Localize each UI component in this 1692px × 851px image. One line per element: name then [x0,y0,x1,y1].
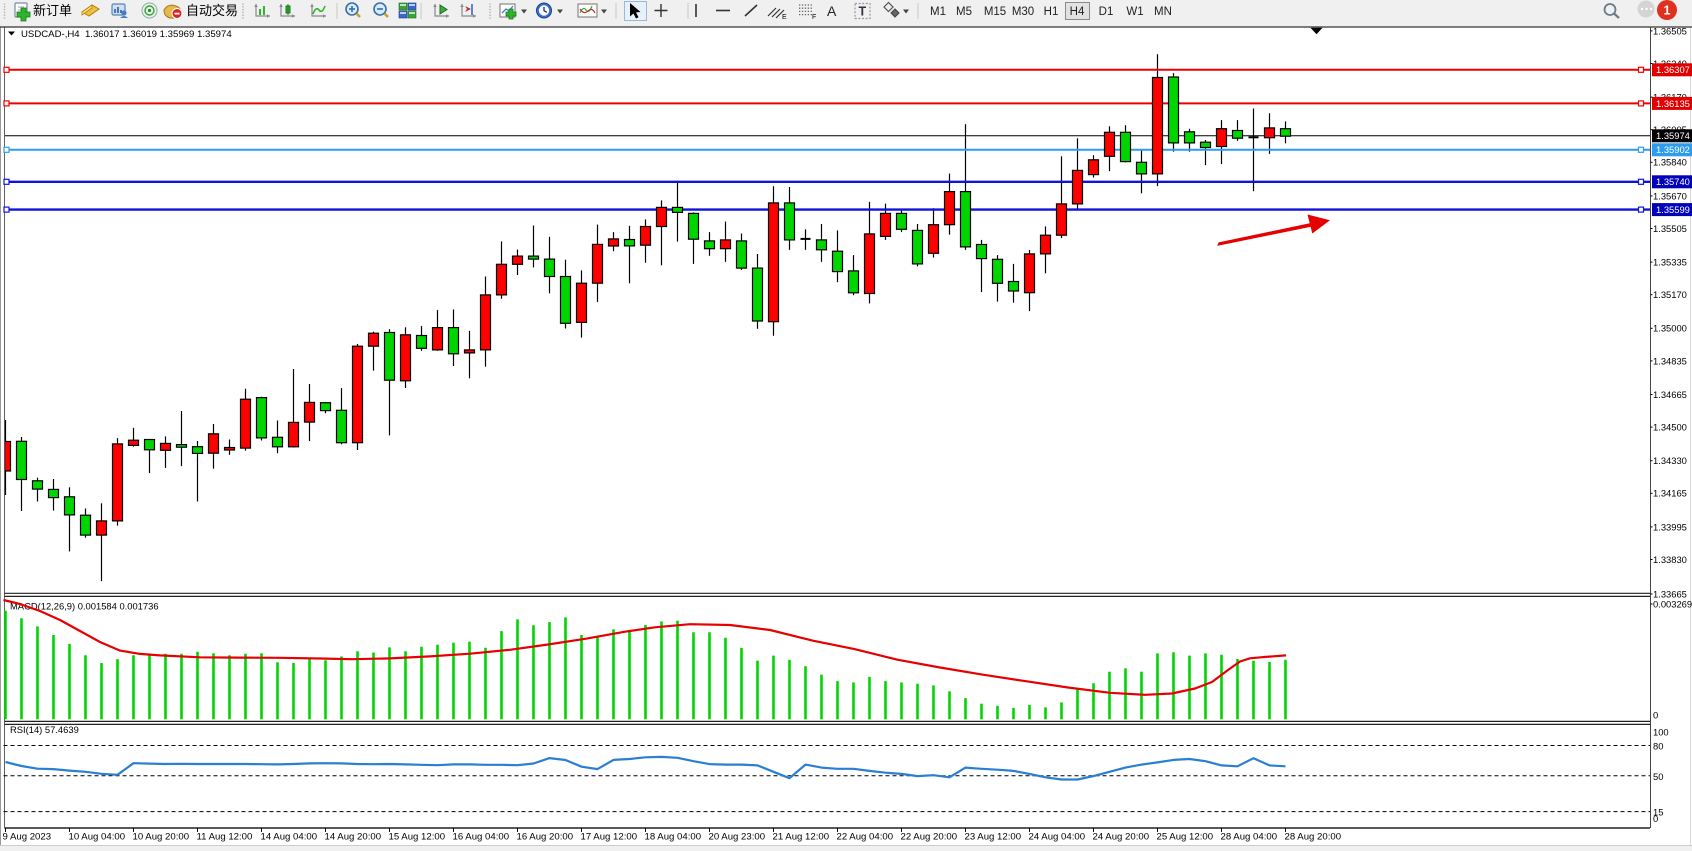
svg-text:E: E [782,14,787,21]
svg-text:1.34835: 1.34835 [1653,355,1687,366]
svg-text:24 Aug 20:00: 24 Aug 20:00 [1093,832,1150,843]
svg-text:9 Aug 2023: 9 Aug 2023 [3,832,52,843]
svg-text:1.34330: 1.34330 [1653,455,1687,466]
svg-text:1.35902: 1.35902 [1656,144,1690,155]
svg-text:M5: M5 [956,6,972,18]
svg-text:M1: M1 [930,6,946,18]
svg-text:1.35599: 1.35599 [1656,204,1690,215]
svg-text:22 Aug 04:00: 22 Aug 04:00 [837,832,894,843]
svg-text:M30: M30 [1012,6,1034,18]
svg-text:28 Aug 20:00: 28 Aug 20:00 [1285,832,1342,843]
svg-text:1.35000: 1.35000 [1653,323,1687,334]
svg-text:1.33830: 1.33830 [1653,554,1687,565]
svg-text:H4: H4 [1070,6,1085,18]
svg-text:1.33995: 1.33995 [1653,521,1687,532]
svg-text:1.35335: 1.35335 [1653,257,1687,268]
svg-text:1.34665: 1.34665 [1653,389,1687,400]
svg-text:1.35505: 1.35505 [1653,223,1687,234]
svg-text:D1: D1 [1099,6,1114,18]
svg-text:50: 50 [1653,771,1663,782]
svg-text:11 Aug 12:00: 11 Aug 12:00 [197,832,253,843]
svg-text:W1: W1 [1126,6,1143,18]
svg-text:1.34165: 1.34165 [1653,488,1687,499]
svg-text:80: 80 [1653,741,1663,752]
svg-text:1.34500: 1.34500 [1653,422,1687,433]
svg-text:25 Aug 12:00: 25 Aug 12:00 [1157,832,1214,843]
svg-text:MACD(12,26,9) 0.001584 0.00173: MACD(12,26,9) 0.001584 0.001736 [10,601,159,612]
svg-text:21 Aug 12:00: 21 Aug 12:00 [773,832,830,843]
svg-text:24 Aug 04:00: 24 Aug 04:00 [1029,832,1086,843]
svg-text:0: 0 [1653,709,1658,720]
svg-text:16 Aug 04:00: 16 Aug 04:00 [453,832,510,843]
svg-text:1.35840: 1.35840 [1653,157,1687,168]
svg-text:18 Aug 04:00: 18 Aug 04:00 [645,832,702,843]
svg-text:1.36135: 1.36135 [1656,98,1690,109]
svg-text:14 Aug 20:00: 14 Aug 20:00 [325,832,382,843]
svg-text:1.35670: 1.35670 [1653,190,1687,201]
svg-text:1.35740: 1.35740 [1656,176,1690,187]
svg-text:0.003269: 0.003269 [1653,599,1692,610]
svg-text:1.36505: 1.36505 [1653,25,1687,36]
svg-text:MN: MN [1154,6,1172,18]
svg-text:0: 0 [1653,813,1658,824]
svg-text:1.33665: 1.33665 [1653,588,1687,599]
svg-text:F: F [812,14,816,21]
svg-text:M15: M15 [984,6,1006,18]
svg-text:A: A [827,3,837,19]
svg-text:22 Aug 20:00: 22 Aug 20:00 [901,832,958,843]
svg-text:100: 100 [1653,726,1669,737]
svg-text:17 Aug 12:00: 17 Aug 12:00 [581,832,638,843]
svg-text:1.36307: 1.36307 [1656,64,1690,75]
svg-text:23 Aug 12:00: 23 Aug 12:00 [965,832,1022,843]
svg-text:1.35974: 1.35974 [1656,130,1690,141]
svg-text:20 Aug 23:00: 20 Aug 23:00 [709,832,766,843]
svg-text:自动交易: 自动交易 [186,3,238,18]
svg-text:T: T [859,5,867,19]
svg-text:28 Aug 04:00: 28 Aug 04:00 [1221,832,1278,843]
svg-text:15: 15 [1653,806,1663,817]
svg-text:H1: H1 [1044,6,1059,18]
svg-text:14 Aug 04:00: 14 Aug 04:00 [261,832,318,843]
svg-text:1.35170: 1.35170 [1653,289,1687,300]
svg-text:新订单: 新订单 [33,3,72,18]
svg-text:10 Aug 04:00: 10 Aug 04:00 [69,832,126,843]
svg-text:USDCAD-,H4 1.36017 1.36019 1.: USDCAD-,H4 1.36017 1.36019 1.35969 1.359… [21,29,232,40]
svg-text:15 Aug 12:00: 15 Aug 12:00 [389,832,446,843]
svg-text:10 Aug 20:00: 10 Aug 20:00 [133,832,190,843]
svg-text:16 Aug 20:00: 16 Aug 20:00 [517,832,574,843]
svg-text:RSI(14) 57.4639: RSI(14) 57.4639 [10,724,79,735]
svg-text:1: 1 [1664,4,1671,18]
